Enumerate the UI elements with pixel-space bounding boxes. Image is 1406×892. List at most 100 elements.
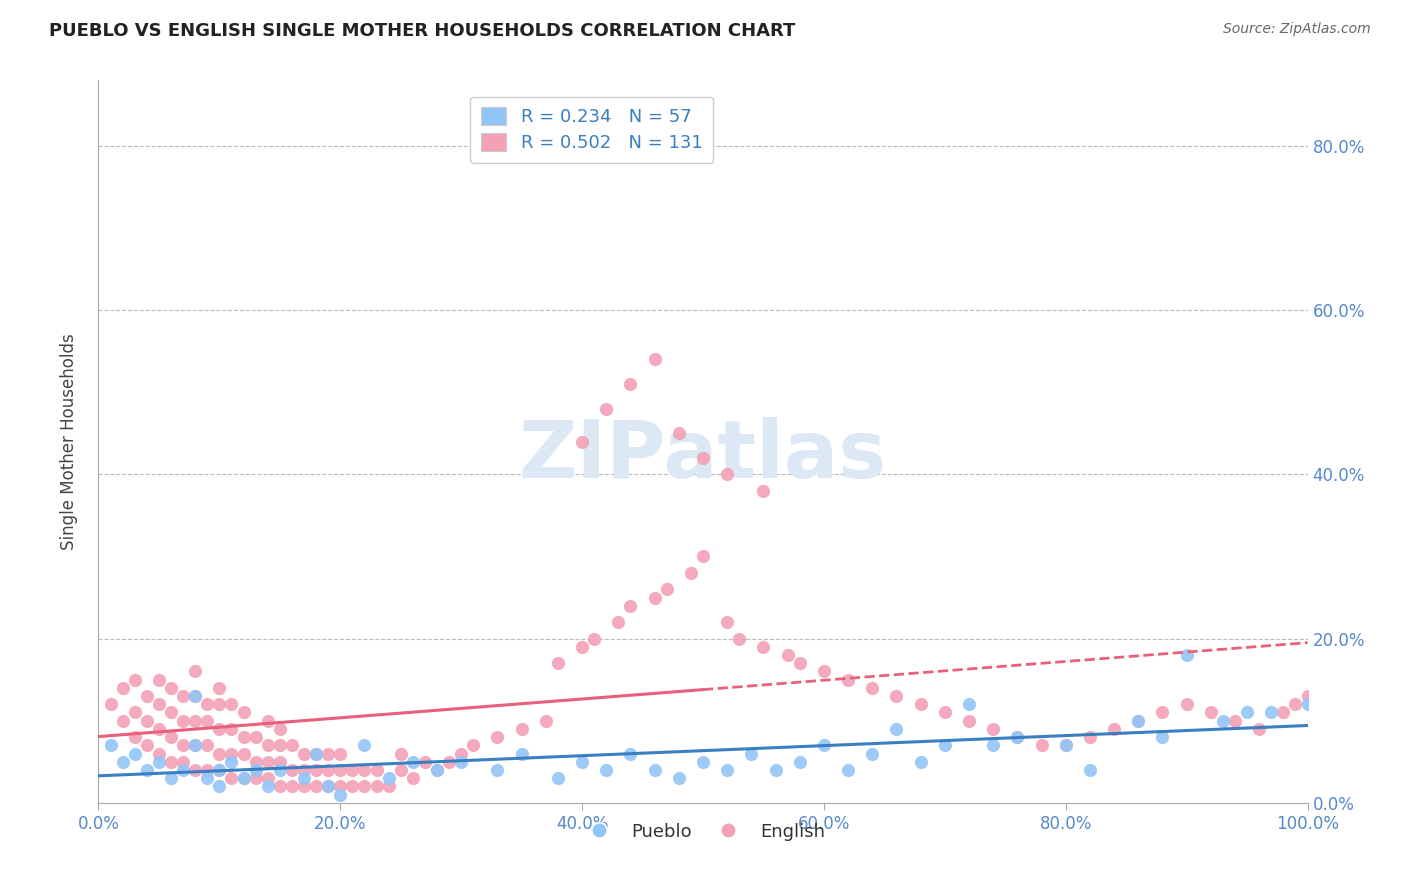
Point: [510, 722, 533, 736]
Point: [256, 755, 278, 769]
Point: [305, 780, 328, 794]
Point: [342, 763, 364, 777]
Point: [910, 755, 932, 769]
Point: [366, 763, 388, 777]
Point: [232, 730, 254, 744]
Point: [692, 755, 714, 769]
Point: [571, 640, 593, 654]
Text: PUEBLO VS ENGLISH SINGLE MOTHER HOUSEHOLDS CORRELATION CHART: PUEBLO VS ENGLISH SINGLE MOTHER HOUSEHOL…: [49, 22, 796, 40]
Point: [292, 747, 315, 761]
Point: [1284, 698, 1306, 712]
Point: [571, 434, 593, 449]
Point: [329, 788, 352, 802]
Point: [316, 747, 339, 761]
Point: [1007, 730, 1029, 744]
Point: [1175, 698, 1198, 712]
Point: [329, 763, 352, 777]
Point: [1102, 722, 1125, 736]
Point: [256, 771, 278, 785]
Point: [486, 763, 509, 777]
Point: [813, 665, 835, 679]
Point: [957, 698, 980, 712]
Point: [1128, 714, 1150, 728]
Point: [1152, 730, 1174, 744]
Point: [245, 730, 267, 744]
Point: [124, 730, 146, 744]
Point: [184, 714, 207, 728]
Point: [595, 763, 617, 777]
Point: [208, 780, 231, 794]
Point: [160, 730, 183, 744]
Point: [160, 681, 183, 695]
Point: [752, 640, 775, 654]
Point: [366, 780, 388, 794]
Point: [195, 771, 218, 785]
Point: [100, 739, 122, 753]
Point: [305, 747, 328, 761]
Point: [789, 755, 811, 769]
Point: [752, 483, 775, 498]
Point: [245, 771, 267, 785]
Point: [1078, 730, 1101, 744]
Point: [135, 689, 157, 703]
Point: [124, 706, 146, 720]
Point: [934, 739, 956, 753]
Point: [135, 739, 157, 753]
Point: [353, 780, 375, 794]
Text: Source: ZipAtlas.com: Source: ZipAtlas.com: [1223, 22, 1371, 37]
Point: [208, 698, 231, 712]
Point: [184, 763, 207, 777]
Point: [245, 763, 267, 777]
Point: [886, 722, 908, 736]
Point: [619, 377, 641, 392]
Point: [1054, 739, 1077, 753]
Point: [463, 739, 485, 753]
Point: [377, 780, 399, 794]
Point: [644, 591, 666, 605]
Point: [426, 763, 449, 777]
Point: [184, 739, 207, 753]
Point: [269, 763, 291, 777]
Point: [1296, 698, 1319, 712]
Point: [389, 747, 412, 761]
Point: [510, 747, 533, 761]
Point: [342, 780, 364, 794]
Point: [534, 714, 557, 728]
Point: [1007, 730, 1029, 744]
Point: [195, 698, 218, 712]
Point: [1272, 706, 1295, 720]
Point: [221, 747, 243, 761]
Point: [329, 747, 352, 761]
Point: [402, 771, 425, 785]
Point: [1152, 706, 1174, 720]
Point: [571, 755, 593, 769]
Point: [221, 698, 243, 712]
Point: [269, 780, 291, 794]
Point: [377, 771, 399, 785]
Point: [644, 763, 666, 777]
Legend: Pueblo, English: Pueblo, English: [574, 815, 832, 848]
Point: [619, 747, 641, 761]
Point: [124, 673, 146, 687]
Point: [195, 763, 218, 777]
Point: [221, 722, 243, 736]
Point: [716, 615, 738, 630]
Point: [1031, 739, 1053, 753]
Point: [256, 714, 278, 728]
Point: [172, 763, 194, 777]
Point: [619, 599, 641, 613]
Point: [668, 426, 690, 441]
Point: [716, 467, 738, 482]
Point: [1212, 714, 1234, 728]
Point: [1128, 714, 1150, 728]
Point: [208, 681, 231, 695]
Point: [692, 450, 714, 465]
Point: [1175, 648, 1198, 662]
Point: [148, 722, 170, 736]
Point: [172, 714, 194, 728]
Point: [934, 706, 956, 720]
Point: [269, 755, 291, 769]
Point: [195, 739, 218, 753]
Point: [292, 771, 315, 785]
Point: [184, 689, 207, 703]
